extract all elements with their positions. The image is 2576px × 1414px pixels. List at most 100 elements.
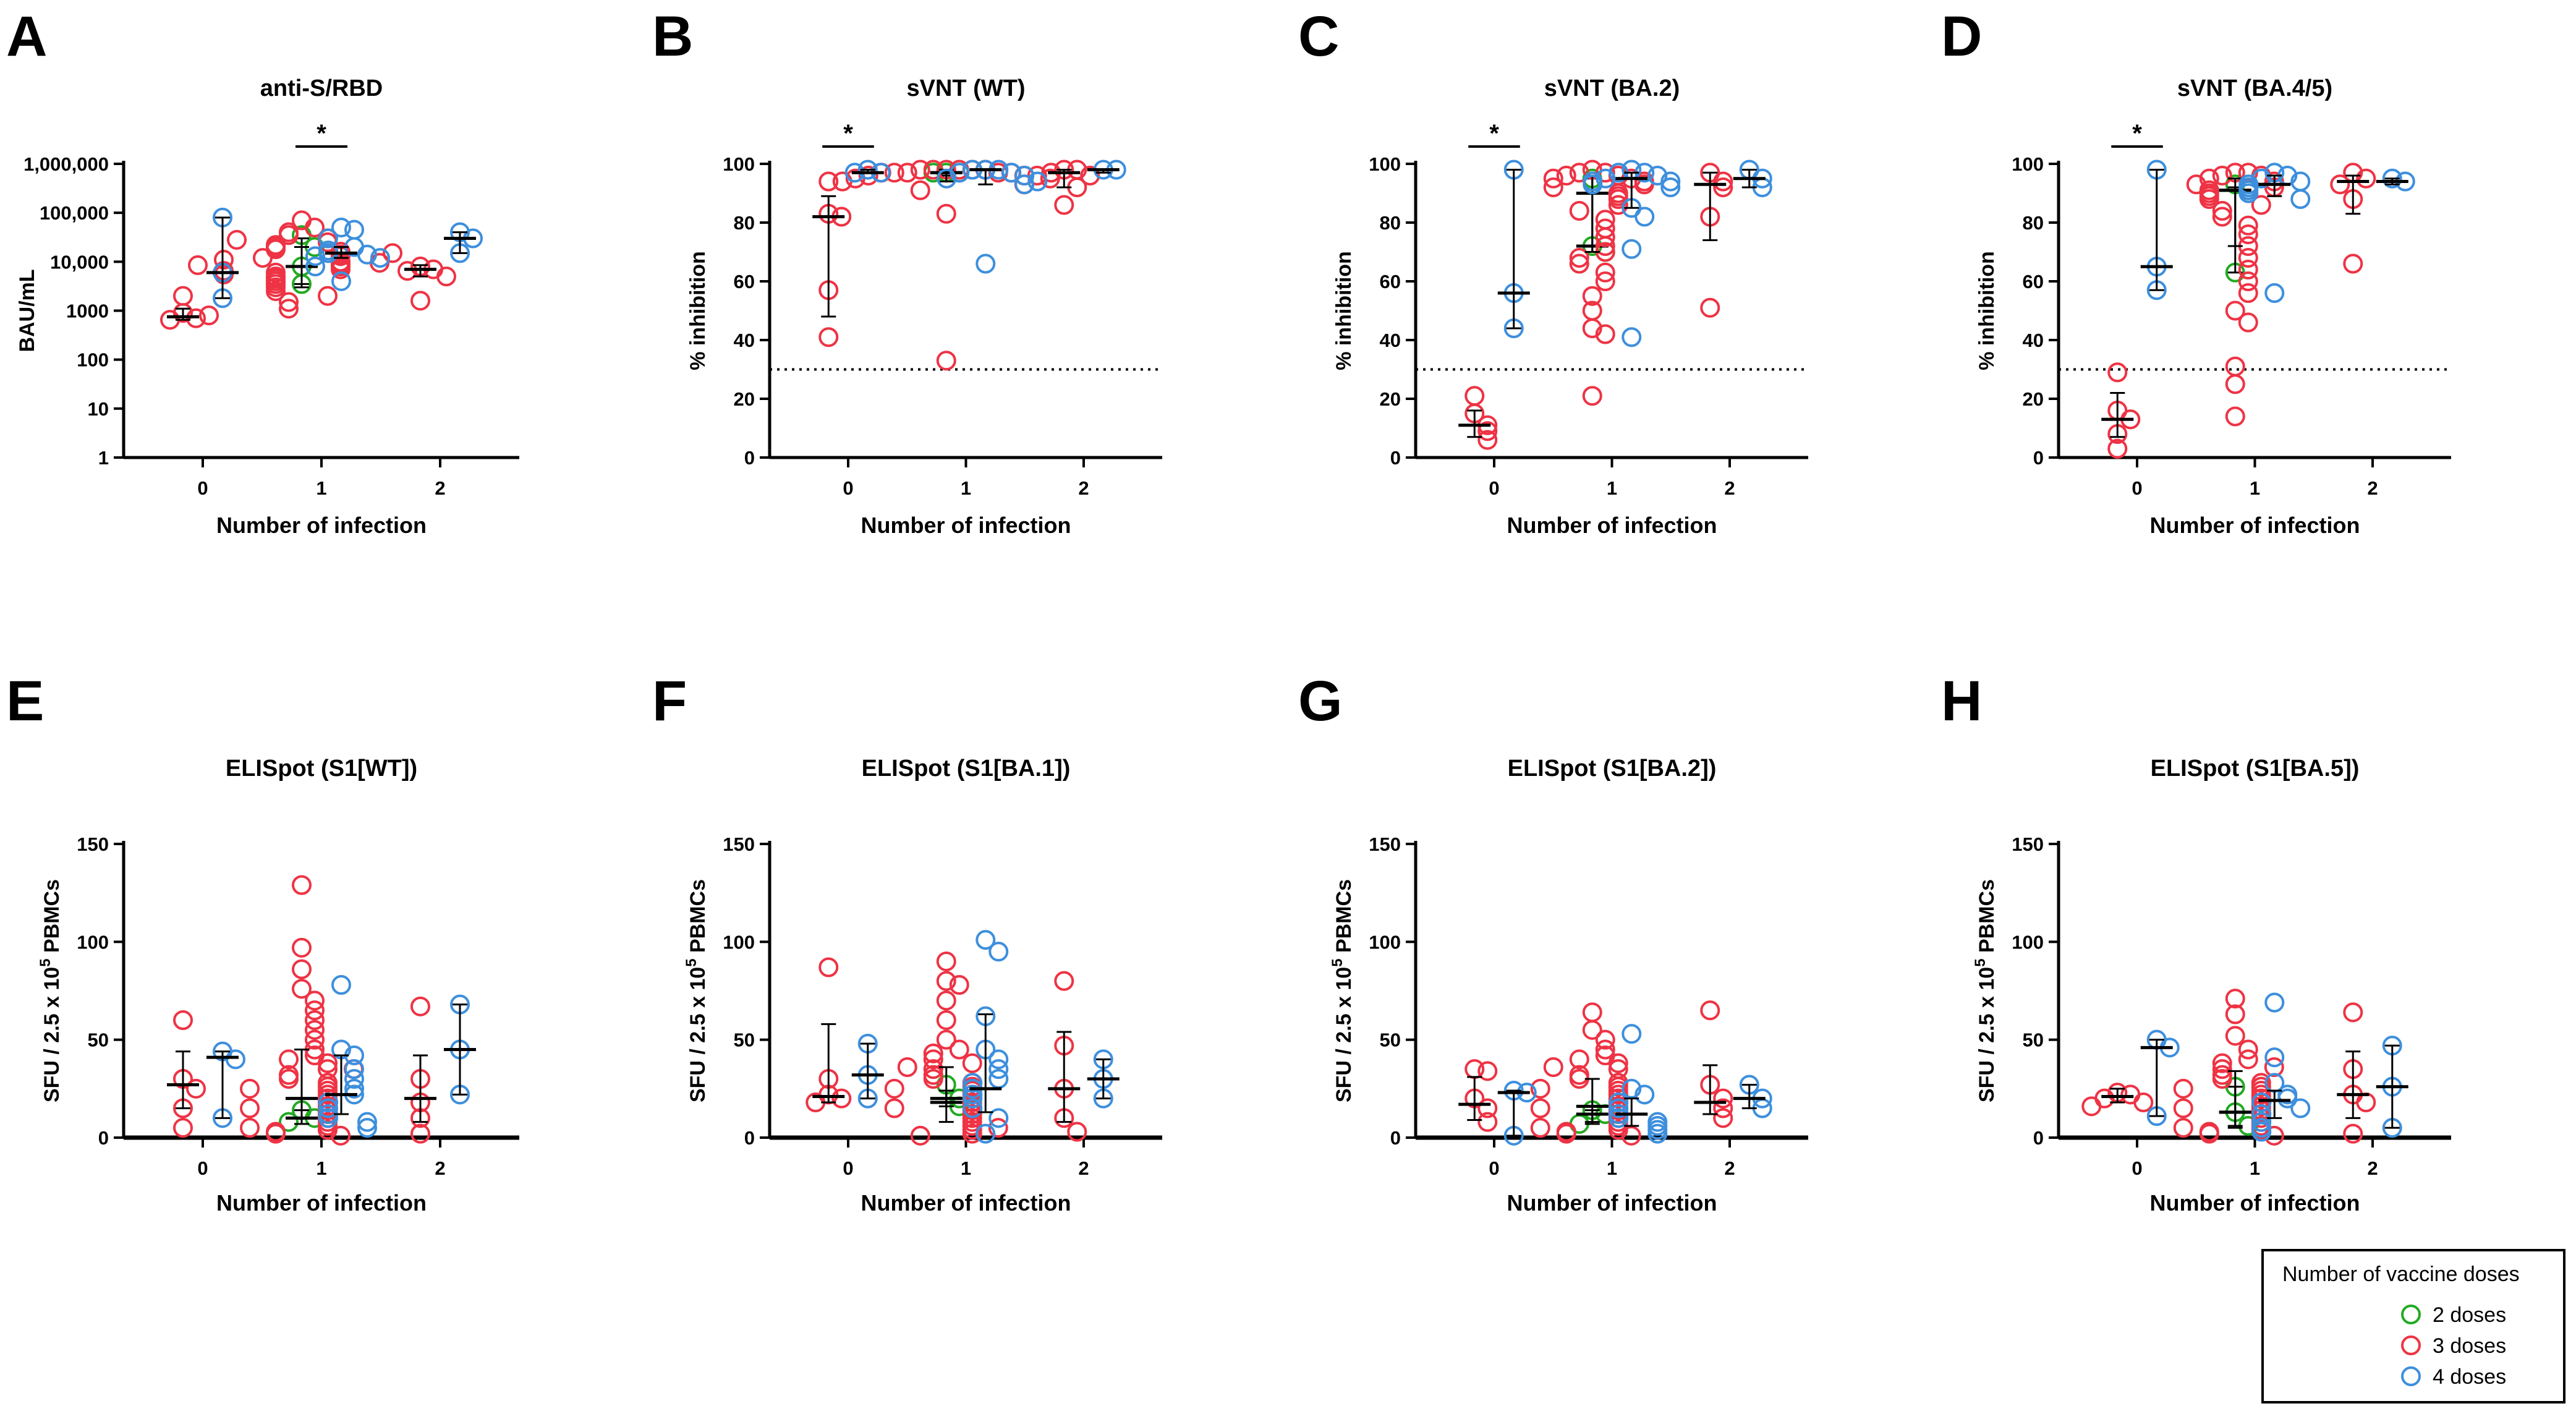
data-point [910,1125,930,1146]
data-point [173,1010,193,1030]
panel-title: sVNT (BA.4/5) [2177,75,2332,101]
data-point [2264,1057,2284,1077]
panel-letter: H [1941,670,1982,733]
data-point [1621,1125,1641,1146]
significance-star: * [843,120,853,147]
data-point [2277,1088,2298,1109]
significance-star: * [1489,120,1499,147]
data-point [950,163,970,183]
data-point [818,327,839,347]
x-tick-label: 1 [316,1157,326,1179]
data-point [1609,1098,1629,1118]
data-point [936,971,956,991]
data-point [2173,1098,2193,1118]
panel-letter: A [6,5,47,68]
data-point [963,1098,983,1118]
data-point [305,1010,325,1030]
data-point [1530,1078,1550,1099]
panel-g: G ELISpot (S1[BA.2]) 0 50 100 150 0 1 2 Number of… [1298,670,1808,1216]
data-point [1014,166,1035,185]
x-tick-label: 2 [2367,477,2378,499]
series-4-doses [851,930,1120,1144]
y-tick-label: 50 [734,1029,755,1051]
panel-letter: D [1941,5,1982,68]
data-point [2238,1039,2258,1060]
data-point [2133,1092,2154,1112]
data-point [2238,312,2258,333]
data-point [1543,168,1563,189]
x-tick-label: 0 [843,477,853,499]
data-point [199,305,219,326]
data-point [1464,386,1485,406]
data-point [240,1098,260,1118]
data-point [1700,297,1720,318]
y-tick-label: 1,000,000 [23,153,109,175]
data-point [2238,183,2259,203]
panel-letter: F [652,670,687,733]
data-point [2251,1112,2272,1132]
data-point [240,1118,260,1138]
data-point [884,163,904,183]
data-point [1622,1078,1642,1099]
data-point [2238,1049,2258,1070]
series-4-doses [1497,160,1772,347]
y-tick-label: 150 [77,833,109,855]
y-tick-label: 0 [1390,1127,1401,1149]
data-point [1595,1029,1615,1050]
data-point [988,942,1009,962]
y-tick-label: 0 [2033,1127,2044,1149]
y-tick-label: 100 [723,931,755,953]
data-point [266,281,286,301]
y-axis-title: % inhibition [686,251,710,370]
data-point [936,952,956,971]
x-axis-title: Number of infection [2150,1190,2360,1216]
y-tick-label: 50 [2023,1029,2044,1051]
y-tick-label: 10,000 [50,251,109,273]
y-tick-label: 100 [1369,153,1401,175]
data-point [279,1069,299,1089]
data-point [988,1108,1009,1128]
data-point [1595,236,1615,256]
data-point [1713,177,1733,197]
data-point [1556,1123,1576,1144]
data-point [976,253,996,274]
data-point [910,160,930,180]
data-point [1569,1049,1589,1070]
data-point [2251,195,2271,215]
data-point [1067,1122,1087,1142]
data-point [331,1125,351,1146]
significance-star: * [317,120,326,147]
data-point [1609,1092,1629,1112]
y-tick-label: 100 [77,349,109,371]
data-point [1713,1098,1733,1118]
x-tick-label: 2 [1078,1157,1089,1179]
data-point [923,1059,943,1080]
panel-a: Aanti-S/RBD110100100010,000100,0001,000,… [6,5,519,538]
x-tick-label: 1 [2250,1157,2260,1179]
legend-label-2-doses: 2 doses [2433,1303,2506,1327]
data-point [1596,168,1616,189]
data-point [1582,386,1602,406]
data-point [1647,1123,1668,1144]
x-axis-title: Number of infection [216,1190,427,1216]
data-point [1569,253,1589,274]
x-axis-title: Number of infection [861,513,1071,538]
data-point [1054,971,1074,991]
data-point [305,1029,325,1050]
data-point [410,1123,430,1144]
data-point [2382,168,2402,189]
data-point [1569,163,1589,183]
data-point [1583,174,1603,195]
y-tick-label: 150 [1369,833,1401,855]
data-point [2212,1069,2232,1089]
data-point [2238,283,2258,303]
data-point [305,1000,325,1021]
y-tick-label: 1 [98,447,109,469]
data-point [318,228,338,249]
data-point [1634,174,1654,195]
data-point [897,163,917,183]
data-point [1622,239,1642,259]
y-tick-label: 80 [734,212,755,234]
data-point [2107,438,2128,459]
panel-letter: G [1298,670,1343,733]
